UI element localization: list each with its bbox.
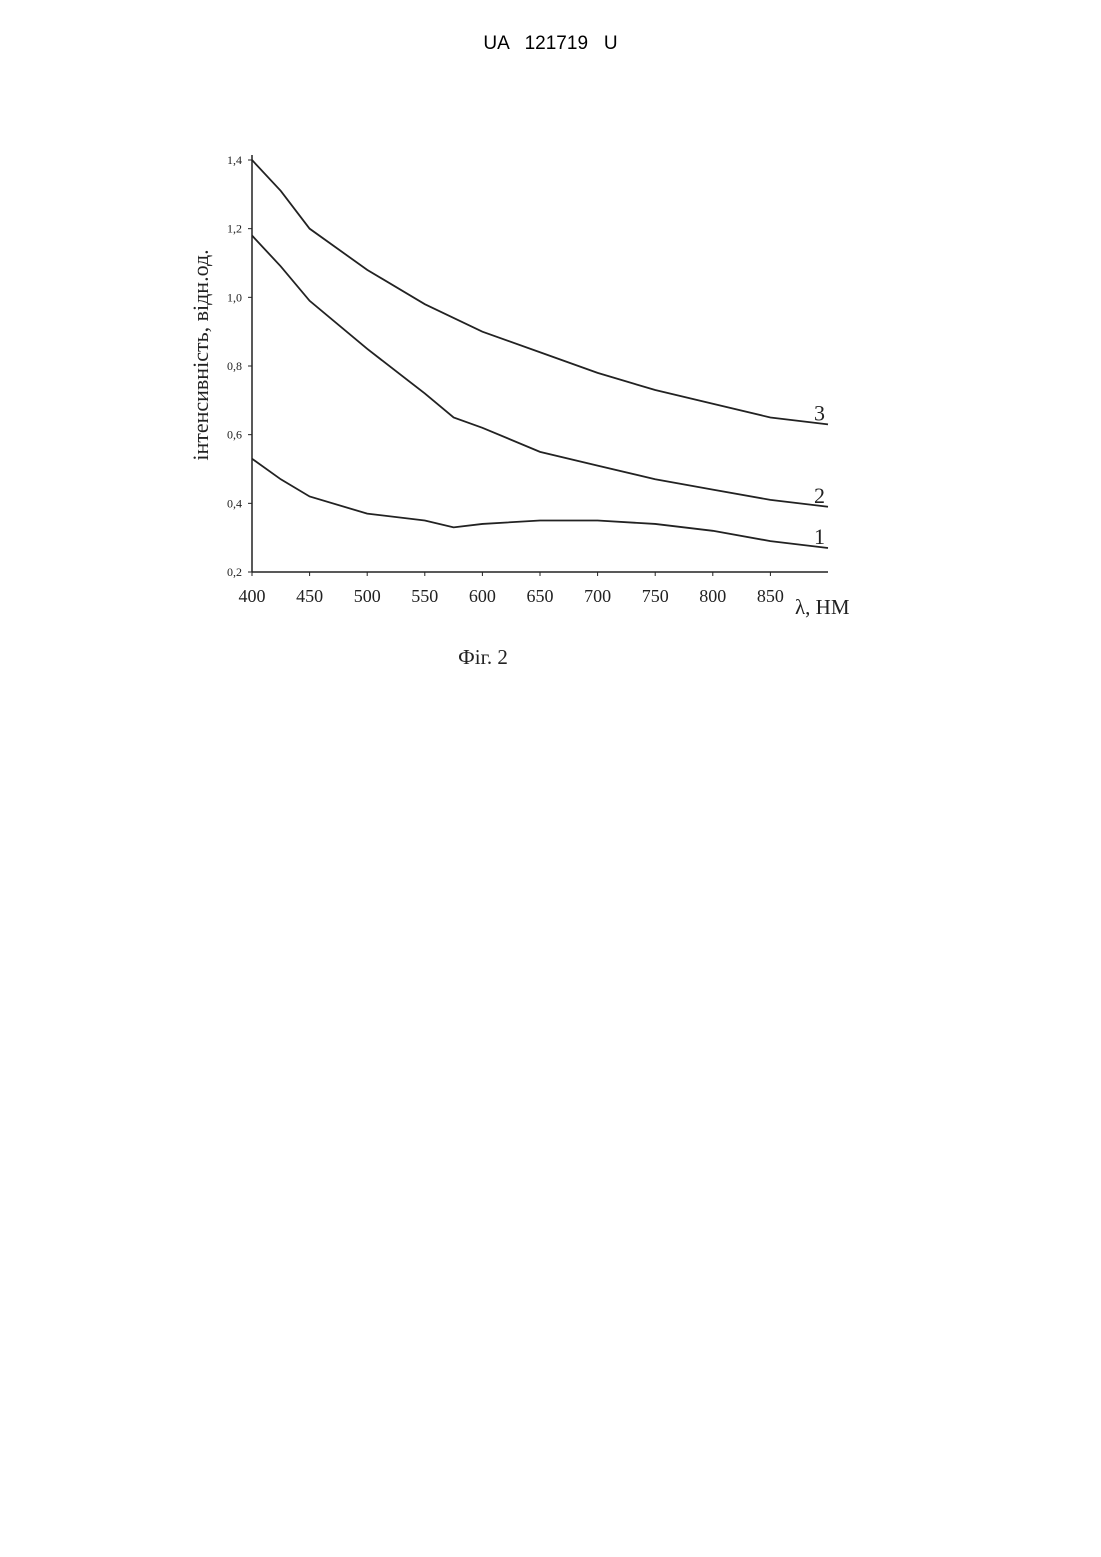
y-axis-label: інтенсивність, відн.од.: [188, 249, 213, 460]
y-tick-label: 1,2: [227, 222, 242, 236]
series-line: [252, 459, 828, 548]
y-tick-label: 0,8: [227, 359, 242, 373]
x-tick-label: 850: [757, 586, 784, 606]
x-tick-label: 500: [354, 586, 381, 606]
y-tick-label: 0,4: [227, 496, 242, 510]
page: UA 121719 U інтенсивність, відн.од. λ, Н…: [0, 0, 1101, 1557]
x-tick-label: 750: [642, 586, 669, 606]
y-tick-label: 1,4: [227, 153, 242, 167]
x-tick-label: 450: [296, 586, 323, 606]
x-tick-label: 550: [411, 586, 438, 606]
x-tick-label: 700: [584, 586, 611, 606]
series-label: 2: [814, 483, 825, 508]
series-label: 3: [814, 400, 825, 425]
series-line: [252, 236, 828, 507]
x-tick-label: 650: [527, 586, 554, 606]
x-tick-label: 400: [239, 586, 266, 606]
x-axis-label: λ, НМ: [795, 595, 850, 619]
y-tick-label: 1,0: [227, 290, 242, 304]
y-tick-label: 0,2: [227, 565, 242, 579]
series-label: 1: [814, 524, 825, 549]
caption: Фіг. 2: [458, 645, 508, 669]
x-tick-label: 800: [699, 586, 726, 606]
chart: інтенсивність, відн.од. λ, НМ Фіг. 2 0,2…: [0, 0, 1101, 760]
series-line: [252, 160, 828, 424]
x-tick-label: 600: [469, 586, 496, 606]
y-tick-label: 0,6: [227, 428, 242, 442]
